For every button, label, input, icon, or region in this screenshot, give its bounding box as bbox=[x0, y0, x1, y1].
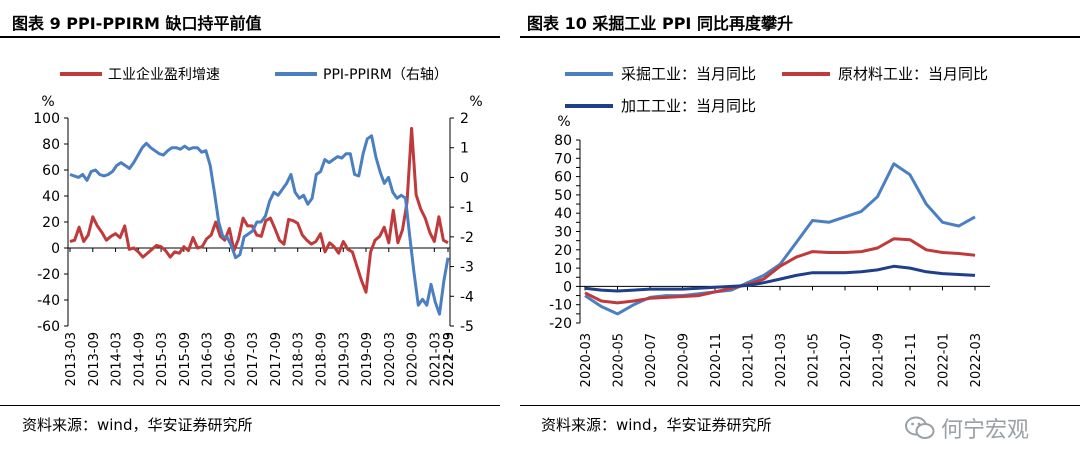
y-tick-label: 30 bbox=[554, 225, 572, 241]
right-title-rule bbox=[520, 36, 1080, 38]
y-tick-label: 80 bbox=[554, 133, 572, 149]
y-tick-label: 10 bbox=[554, 261, 572, 277]
x-tick-label: 2014-03 bbox=[110, 332, 125, 386]
left-unit-label: % bbox=[41, 94, 54, 110]
x-tick-label: 2020-07 bbox=[644, 333, 659, 387]
x-tick-label: 2020-11 bbox=[709, 333, 724, 387]
right-source-note: 资料来源：wind，华安证券研究所 bbox=[541, 416, 772, 434]
left-y-tick-label: 100 bbox=[33, 111, 60, 127]
right-y-tick-label: -2 bbox=[460, 230, 474, 246]
left-y-tick-label: 0 bbox=[51, 241, 60, 257]
x-tick-label: 2021-05 bbox=[807, 333, 822, 387]
x-tick-label: 2020-09 bbox=[406, 332, 421, 386]
left-y-tick-label: -60 bbox=[37, 319, 60, 335]
legend-label: 采掘工业：当月同比 bbox=[621, 65, 756, 83]
y-tick-label: 70 bbox=[554, 151, 572, 167]
x-tick-label: 2021-03 bbox=[428, 332, 443, 386]
left-y-tick-label: 60 bbox=[42, 163, 60, 179]
x-tick-label: 2015-03 bbox=[155, 332, 170, 386]
x-tick-label: 2021-11 bbox=[904, 333, 919, 387]
mining-ppi-line bbox=[584, 162, 976, 316]
x-tick-label: 2015-09 bbox=[178, 332, 193, 386]
x-tick-label: 2021-09 bbox=[872, 333, 887, 387]
left-title-rule bbox=[0, 36, 500, 38]
right-chart: -20 -10 0 10 20 30 40 50 60 70 80% 2020-03 2020-05 20… bbox=[549, 65, 990, 387]
y-tick-label: 50 bbox=[554, 188, 572, 204]
right-y-tick-label: 2 bbox=[460, 111, 469, 127]
x-tick-label: 2018-09 bbox=[314, 332, 329, 386]
x-tick-label: 2020-05 bbox=[612, 333, 627, 387]
y-tick-label: 40 bbox=[554, 206, 572, 222]
x-tick-label: 2019-09 bbox=[360, 332, 375, 386]
x-tick-label: 2016-03 bbox=[201, 332, 216, 386]
x-tick-label: 2017-03 bbox=[246, 332, 261, 386]
right-chart-title: 图表 10 采掘工业 PPI 同比再度攀升 bbox=[527, 14, 793, 33]
right-y-tick-label: 0 bbox=[460, 170, 469, 186]
y-tick-label: 60 bbox=[554, 170, 572, 186]
right-footer-rule bbox=[520, 405, 1080, 406]
raw-material-ppi-line bbox=[584, 237, 976, 305]
wechat-icon bbox=[905, 416, 935, 439]
legend-label: 工业企业盈利增速 bbox=[108, 66, 220, 83]
x-tick-label: 2013-03 bbox=[64, 332, 79, 386]
x-tick-label: 2017-09 bbox=[269, 332, 284, 386]
y-tick-label: -10 bbox=[549, 298, 572, 314]
x-tick-label: 2020-03 bbox=[383, 332, 398, 386]
y-tick-label: 20 bbox=[554, 243, 572, 259]
left-y-tick-label: 40 bbox=[42, 189, 60, 205]
x-tick-label: 2019-03 bbox=[337, 332, 352, 386]
x-tick-label: 2022-01 bbox=[937, 333, 952, 387]
left-y-tick-label: -40 bbox=[37, 293, 60, 309]
right-y-tick-label: -4 bbox=[460, 289, 474, 305]
y-tick-label: 0 bbox=[563, 279, 572, 295]
left-chart: -60 -40 -20 0 20 40 60 80 100 -5 -4 -3 -2 -1 0 1 2% % 2013… bbox=[33, 66, 482, 386]
right-y-tick-label: -5 bbox=[460, 319, 474, 335]
left-y-tick-label: 20 bbox=[42, 215, 60, 231]
watermark-text: 何宁宏观 bbox=[941, 418, 1030, 443]
y-unit-label: % bbox=[557, 114, 570, 130]
legend-label: PPI-PPIRM（右轴） bbox=[323, 67, 448, 83]
x-tick-label: 2013-09 bbox=[87, 332, 102, 386]
left-source-note: 资料来源：wind，华安证券研究所 bbox=[22, 416, 253, 434]
profit-growth-line bbox=[69, 126, 449, 294]
right-y-tick-label: -1 bbox=[460, 200, 474, 216]
left-chart-title: 图表 9 PPI-PPIRM 缺口持平前值 bbox=[12, 14, 262, 33]
ppi-ppirm-line bbox=[69, 134, 450, 316]
right-unit-label: % bbox=[469, 94, 482, 110]
watermark: 何宁宏观 bbox=[905, 412, 1029, 444]
x-tick-label: 2020-03 bbox=[579, 333, 594, 387]
processing-ppi-line bbox=[584, 264, 976, 293]
x-tick-label: 2014-09 bbox=[132, 332, 147, 386]
x-tick-label: 2020-09 bbox=[677, 333, 692, 387]
y-tick-label: -20 bbox=[549, 316, 572, 332]
right-y-tick-label: 1 bbox=[460, 141, 469, 157]
x-tick-label: 2021-07 bbox=[839, 333, 854, 387]
legend-label: 原材料工业：当月同比 bbox=[838, 65, 988, 83]
x-tick-label: 2021-03 bbox=[774, 333, 789, 387]
legend-label: 加工工业：当月同比 bbox=[621, 97, 756, 115]
left-footer-rule bbox=[0, 405, 500, 406]
x-tick-label: 2021-01 bbox=[742, 333, 757, 387]
left-y-tick-label: 80 bbox=[42, 137, 60, 153]
x-tick-label: 2021-09 bbox=[442, 332, 457, 386]
left-y-tick-label: -20 bbox=[37, 267, 60, 283]
x-tick-label: 2022-03 bbox=[969, 333, 984, 387]
x-tick-label: 2022-03 bbox=[442, 332, 457, 386]
x-tick-label: 2016-09 bbox=[223, 332, 238, 386]
right-y-tick-label: -3 bbox=[460, 260, 474, 276]
x-tick-label: 2018-03 bbox=[292, 332, 307, 386]
